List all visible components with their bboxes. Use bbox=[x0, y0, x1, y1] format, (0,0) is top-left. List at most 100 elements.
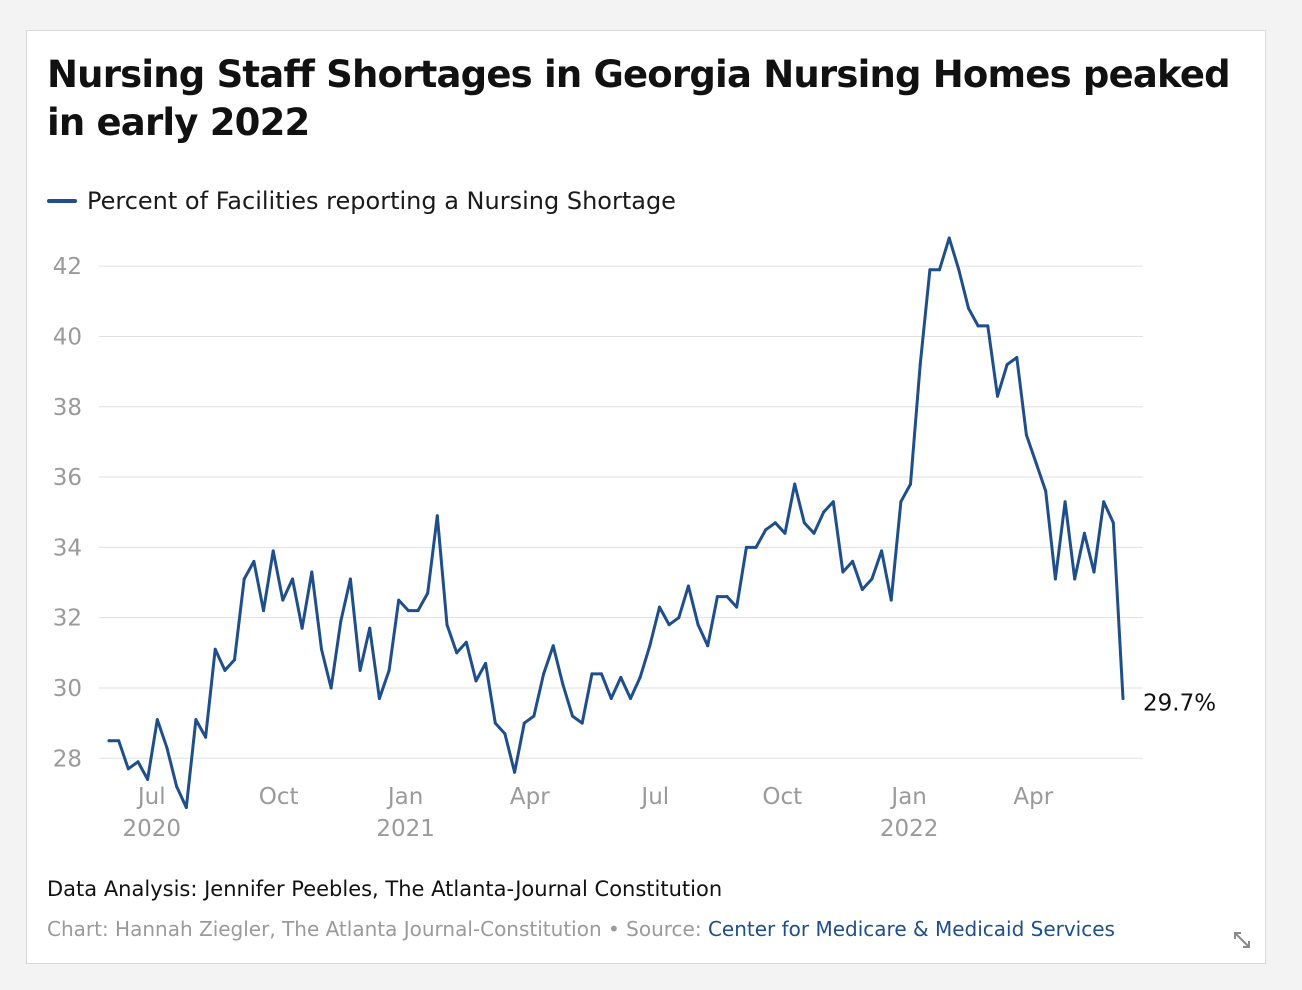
chart-credit: Chart: Hannah Ziegler, The Atlanta Journ… bbox=[47, 917, 602, 941]
x-tick-label: Jan bbox=[386, 784, 423, 810]
data-point bbox=[773, 521, 777, 525]
data-point bbox=[281, 598, 285, 602]
data-point bbox=[320, 647, 323, 651]
data-point bbox=[358, 668, 362, 672]
data-point bbox=[754, 545, 758, 549]
data-point bbox=[793, 482, 797, 486]
data-point bbox=[397, 598, 401, 602]
y-tick-label: 42 bbox=[53, 254, 82, 280]
data-point bbox=[146, 777, 150, 781]
annotation-layer: 29.7% bbox=[1143, 691, 1216, 717]
data-point bbox=[1102, 500, 1106, 504]
data-point bbox=[1121, 697, 1125, 700]
x-tick-label: Oct bbox=[762, 784, 802, 810]
data-point bbox=[658, 605, 661, 609]
data-point bbox=[368, 626, 372, 630]
data-point bbox=[1111, 521, 1115, 525]
data-point bbox=[812, 531, 816, 535]
data-point bbox=[667, 623, 671, 627]
chart-title: Nursing Staff Shortages in Georgia Nursi… bbox=[47, 53, 1231, 144]
data-point bbox=[677, 616, 681, 620]
data-point bbox=[909, 482, 912, 486]
x-tick-label: Jan bbox=[889, 784, 926, 810]
x-tick-label: Apr bbox=[1013, 784, 1053, 810]
data-point bbox=[426, 591, 430, 595]
data-point bbox=[551, 644, 555, 648]
data-point bbox=[474, 679, 478, 683]
source-label: Source: bbox=[626, 917, 708, 941]
data-point bbox=[542, 672, 546, 676]
data-point bbox=[194, 718, 198, 722]
y-tick-label: 36 bbox=[53, 465, 82, 491]
data-point bbox=[629, 697, 632, 700]
data-point bbox=[455, 651, 459, 655]
data-point bbox=[339, 619, 343, 623]
data-point bbox=[851, 559, 855, 563]
data-point bbox=[329, 686, 333, 690]
data-point bbox=[590, 672, 594, 676]
data-point bbox=[503, 732, 507, 736]
data-point bbox=[619, 675, 623, 679]
y-tick-label: 28 bbox=[53, 746, 82, 772]
data-point bbox=[831, 500, 835, 504]
x-tick-year-label: 2021 bbox=[376, 816, 435, 842]
data-point bbox=[233, 658, 236, 662]
y-tick-label: 32 bbox=[53, 606, 82, 632]
data-point bbox=[291, 577, 294, 581]
data-point bbox=[938, 268, 941, 272]
data-analysis-credit: Data Analysis: Jennifer Peebles, The Atl… bbox=[47, 877, 723, 901]
x-tick-year-label: 2022 bbox=[880, 816, 939, 842]
data-point bbox=[204, 735, 208, 739]
data-point bbox=[126, 767, 130, 771]
x-axis-ticks: Jul 2020 Oct Jan 2021 Apr Jul Oct Jan 2022 Apr bbox=[122, 784, 1053, 842]
data-point bbox=[310, 570, 314, 574]
chart-source-line: Chart: Hannah Ziegler, The Atlanta Journ… bbox=[47, 917, 1115, 941]
legend-swatch bbox=[47, 199, 77, 203]
legend: Percent of Facilities reporting a Nursin… bbox=[47, 187, 676, 215]
y-tick-label: 34 bbox=[53, 535, 82, 561]
data-point bbox=[406, 609, 410, 613]
data-point bbox=[928, 268, 932, 272]
credit-separator: • bbox=[601, 917, 627, 941]
data-point bbox=[880, 549, 884, 553]
legend-label: Percent of Facilities reporting a Nursin… bbox=[87, 187, 676, 215]
source-link[interactable]: Center for Medicare & Medicaid Services bbox=[707, 917, 1115, 941]
data-point bbox=[155, 718, 159, 722]
data-point bbox=[870, 577, 874, 581]
series-line bbox=[107, 236, 1125, 809]
data-point bbox=[706, 644, 710, 648]
data-point bbox=[957, 268, 961, 272]
data-point bbox=[967, 306, 970, 310]
data-point bbox=[464, 640, 468, 644]
data-point bbox=[580, 721, 584, 725]
data-point bbox=[416, 609, 420, 613]
x-tick-label: Jul bbox=[639, 784, 669, 810]
data-point bbox=[1044, 489, 1048, 493]
data-point bbox=[686, 584, 690, 588]
data-point bbox=[561, 683, 565, 686]
data-point bbox=[1015, 356, 1019, 359]
gridlines bbox=[99, 265, 1143, 759]
data-point bbox=[242, 577, 246, 581]
data-point bbox=[715, 595, 719, 599]
data-point bbox=[1063, 500, 1067, 504]
data-point bbox=[1082, 531, 1086, 535]
expand-icon[interactable] bbox=[1231, 929, 1253, 951]
series-layer bbox=[107, 236, 1125, 809]
data-point bbox=[532, 714, 536, 718]
data-point bbox=[136, 760, 140, 764]
x-tick-year-label: 2020 bbox=[122, 816, 181, 842]
data-point bbox=[252, 559, 256, 563]
data-point bbox=[223, 668, 227, 672]
y-axis-ticks: 28 30 32 34 36 38 40 42 bbox=[53, 254, 82, 772]
data-point bbox=[1073, 577, 1077, 581]
data-point bbox=[648, 644, 652, 648]
data-point bbox=[262, 609, 265, 613]
data-point bbox=[348, 577, 352, 581]
data-point bbox=[976, 324, 980, 328]
chart-card: Nursing Staff Shortages in Georgia Nursi… bbox=[26, 30, 1266, 964]
data-point bbox=[996, 394, 999, 398]
data-point bbox=[735, 605, 739, 609]
data-point bbox=[860, 588, 864, 591]
